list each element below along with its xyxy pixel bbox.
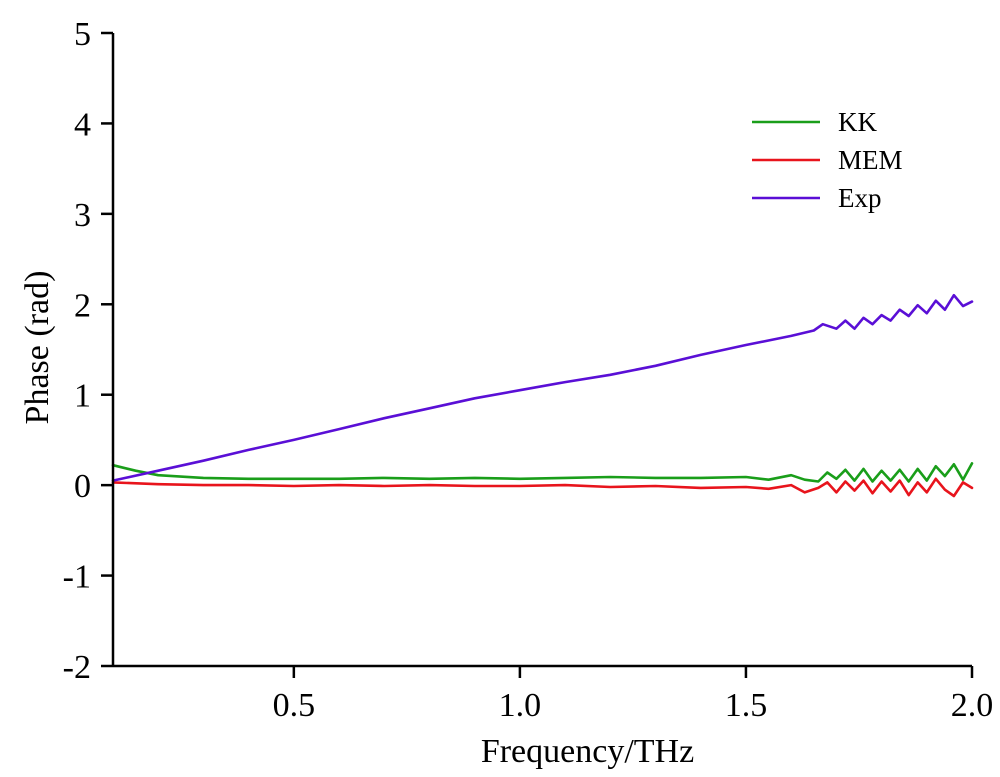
y-tick-label: 2 (74, 287, 91, 324)
y-tick-label: 5 (74, 16, 91, 53)
y-tick-label: 4 (74, 106, 91, 143)
x-tick-label: 1.5 (725, 687, 768, 724)
legend-label-kk: KK (838, 107, 877, 137)
legend-label-exp: Exp (838, 183, 882, 213)
y-tick-label: 3 (74, 197, 91, 234)
y-axis-title: Phase (rad) (19, 271, 56, 425)
series-layer (111, 293, 974, 498)
legend: KK MEM Exp (752, 107, 903, 213)
x-tick-label: 1.0 (499, 687, 542, 724)
series-line-exp (111, 293, 974, 482)
y-tick-label: 0 (74, 468, 91, 505)
y-tick-label: 1 (74, 378, 91, 415)
series-line-kk (111, 462, 974, 483)
ticks-layer: -2 -1 0 1 2 3 4 5 0.5 1.0 1.5 2.0 (63, 16, 994, 724)
x-tick-label: 2.0 (951, 687, 994, 724)
x-tick-label: 0.5 (273, 687, 316, 724)
axes-layer (111, 33, 972, 668)
y-tick-label: -2 (63, 649, 91, 686)
legend-label-mem: MEM (838, 145, 903, 175)
x-axis-title: Frequency/THz (481, 733, 694, 770)
y-tick-label: -1 (63, 559, 91, 596)
series-line-mem (111, 477, 974, 498)
